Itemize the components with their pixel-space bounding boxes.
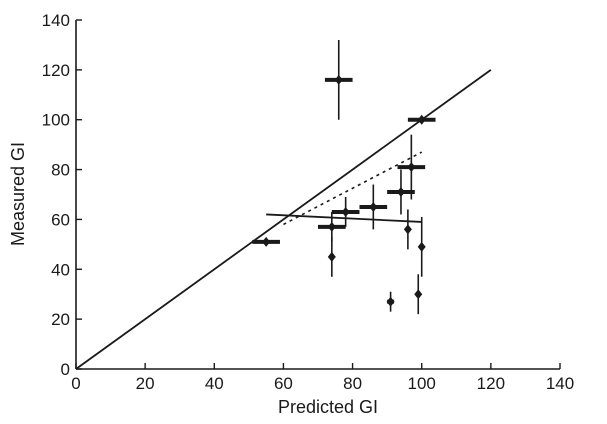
diamond-marker [417,241,426,252]
data-point [327,236,336,277]
y-axis-title: Measured GI [8,142,28,246]
diamond-marker [334,74,343,85]
y-tick-label: 80 [51,161,70,180]
identity-line [75,69,492,370]
y-tick-label: 60 [51,210,70,229]
diamond-marker [417,114,426,125]
x-tick-label: 140 [546,374,574,393]
data-point [397,134,426,200]
points-layer [252,39,436,315]
y-tick-label: 0 [61,360,70,379]
data-point [252,236,280,247]
ticks-layer: 0 20 40 60 80 100 120 140 0 20 40 60 80 100 120 140 [42,11,575,393]
data-point [414,274,423,315]
diamond-marker [369,201,378,212]
diamond-marker [327,221,336,232]
data-point [386,291,395,312]
lines-layer [75,69,492,370]
data-point [359,184,388,230]
diamond-marker [414,289,423,300]
x-tick-label: 100 [408,374,436,393]
data-point [331,196,360,227]
axes-layer [75,20,560,370]
flat-fit-line [266,213,422,223]
diamond-marker [386,296,395,307]
diamond-marker [327,251,336,262]
y-tick-label: 40 [51,260,70,279]
diamond-marker [403,224,412,235]
x-tick-label: 40 [205,374,224,393]
data-point [387,169,415,215]
data-point [403,209,412,250]
y-tick-label: 20 [51,310,70,329]
x-axis-title: Predicted GI [278,397,378,417]
y-tick-label: 140 [42,11,70,30]
diamond-marker [262,236,271,247]
diamond-marker [341,206,350,217]
x-tick-label: 120 [477,374,505,393]
diamond-marker [407,162,416,173]
y-tick-label: 100 [42,111,70,130]
data-point [324,39,353,120]
y-tick-label: 120 [42,61,70,80]
data-point [417,216,426,277]
data-point [407,114,436,125]
x-tick-label: 80 [343,374,362,393]
x-tick-label: 60 [274,374,293,393]
x-tick-label: 20 [136,374,155,393]
diamond-marker [396,187,405,198]
dotted-fit-line [283,151,423,226]
x-tick-label: 0 [71,374,80,393]
